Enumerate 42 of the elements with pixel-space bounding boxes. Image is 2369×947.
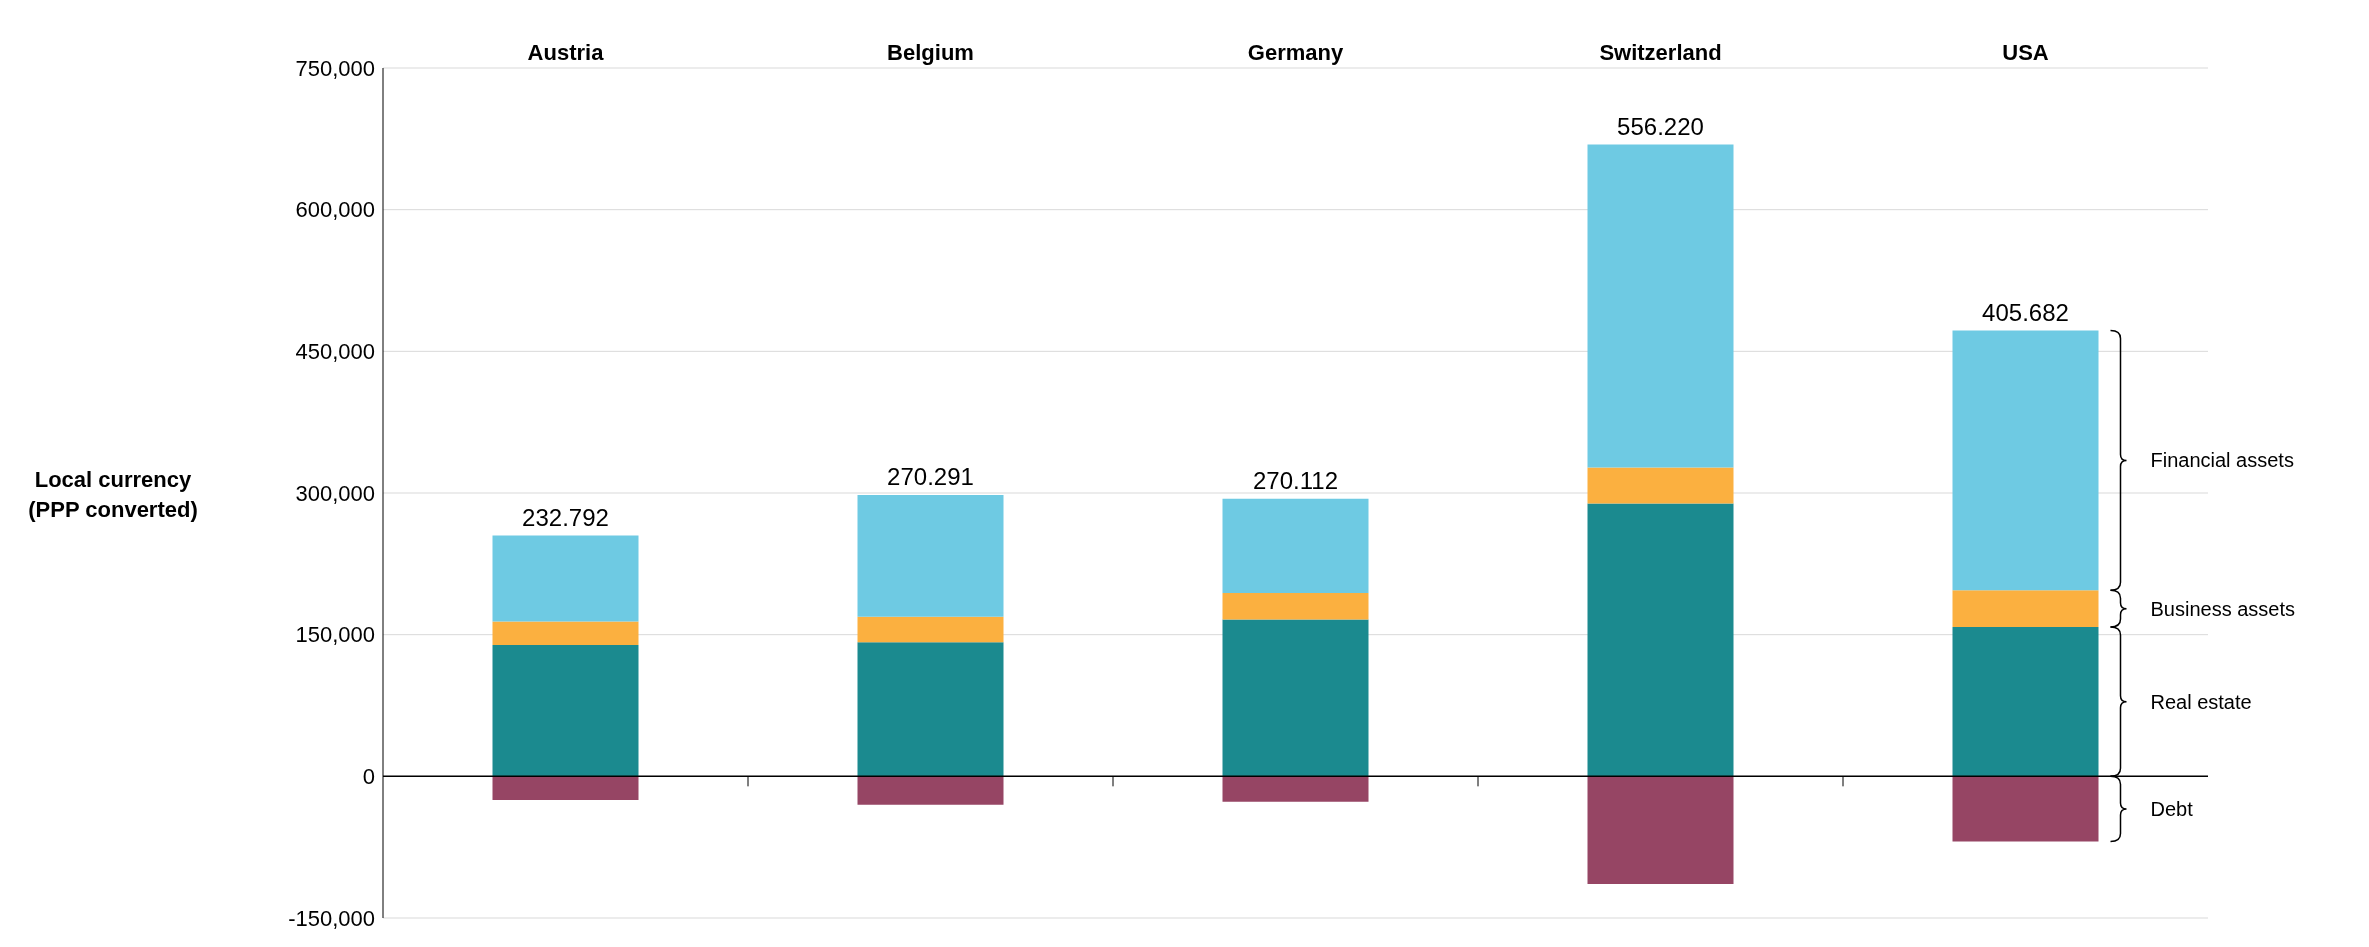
bar — [1587, 503, 1734, 777]
x-tick-label: Switzerland — [1599, 40, 1722, 65]
bar — [857, 776, 1004, 805]
bar — [492, 645, 639, 777]
bar — [1587, 467, 1734, 504]
bar — [1952, 590, 2099, 628]
bar — [492, 776, 639, 800]
bar — [492, 535, 639, 622]
text: Financial assets — [2150, 449, 2294, 472]
bar — [857, 494, 1004, 617]
bar — [1952, 776, 2099, 842]
text: Real estate — [2150, 690, 2252, 713]
bar — [1952, 330, 2099, 591]
text: Debt — [2150, 797, 2194, 820]
y-tick-label: 750,000 — [295, 55, 375, 81]
annotation: 270.291 — [887, 462, 974, 490]
bar — [1952, 627, 2099, 777]
bar — [857, 642, 1004, 777]
annotation: 232.792 — [522, 503, 609, 531]
annotation: 556.220 — [1617, 112, 1704, 140]
y-axis-title: Local currency (PPP converted) — [27, 466, 199, 524]
y-tick-label: 0 — [362, 764, 375, 790]
bar — [1222, 498, 1369, 594]
x-tick-label: Germany — [1247, 40, 1344, 65]
x-tick-label: USA — [2002, 40, 2049, 65]
x-tick-label: Austria — [527, 40, 605, 65]
y-tick-label: 450,000 — [295, 339, 375, 365]
x-tick-label: Belgium — [887, 40, 974, 65]
bar — [1587, 776, 1734, 884]
y-tick-label: 600,000 — [295, 197, 375, 223]
bar — [1222, 619, 1369, 777]
bar — [1222, 593, 1369, 620]
annotation: 270.112 — [1253, 466, 1338, 494]
text: Business assets — [2150, 597, 2296, 620]
bar — [1222, 776, 1369, 802]
y-tick-label: -150,000 — [288, 905, 375, 931]
annotation: 405.682 — [1982, 298, 2069, 326]
y-tick-label: 150,000 — [295, 622, 375, 648]
bar — [857, 616, 1004, 643]
y-tick-label: 300,000 — [295, 480, 375, 506]
bar — [492, 621, 639, 646]
bar — [1587, 144, 1734, 468]
